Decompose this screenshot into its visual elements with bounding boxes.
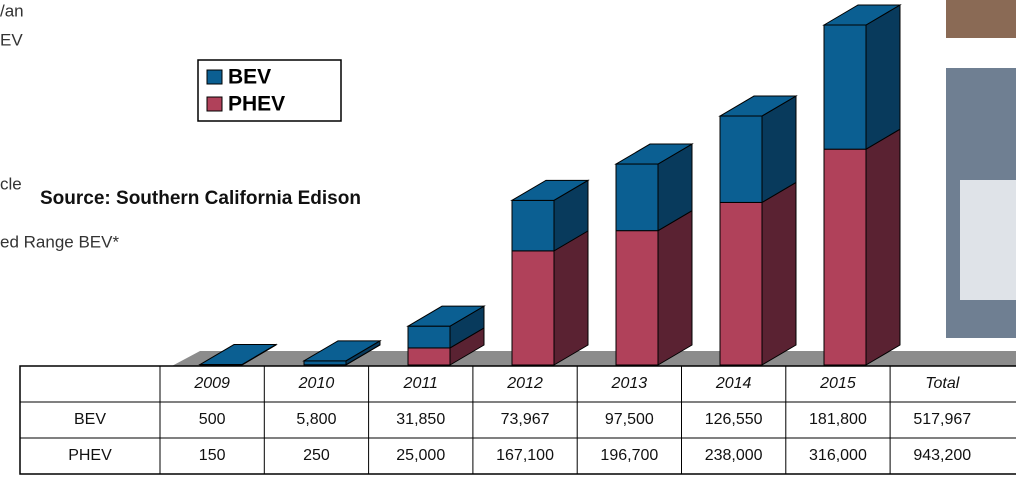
bar-side [553, 229, 589, 366]
bar-top [510, 179, 590, 201]
bar [407, 347, 451, 366]
column-header: 2009 [193, 375, 230, 392]
cell-total: 517,967 [913, 411, 971, 428]
bar-top [822, 4, 902, 26]
cell: 126,550 [705, 411, 763, 428]
side-text: cle [0, 174, 22, 193]
bar [303, 360, 347, 366]
cell: 196,700 [600, 447, 658, 464]
cell: 31,850 [396, 411, 445, 428]
bar-side [865, 128, 901, 366]
bar [511, 199, 555, 252]
bar [511, 250, 555, 366]
column-header: Total [925, 375, 960, 392]
photo-top [946, 0, 1016, 38]
photo-bus [960, 180, 1016, 300]
bar [719, 115, 763, 203]
bar-top [302, 340, 382, 362]
cell: 5,800 [296, 411, 336, 428]
legend-swatch [206, 69, 223, 85]
source: Source: Southern California Edison [40, 188, 361, 209]
legend: BEV PHEV [206, 66, 285, 116]
bar-top [198, 344, 278, 366]
bar [719, 201, 763, 366]
bars [198, 4, 902, 366]
side-text: /an [0, 1, 24, 20]
floor [170, 351, 1016, 367]
cell: 73,967 [501, 411, 550, 428]
bar-side [657, 209, 693, 366]
bar [407, 325, 451, 349]
cell: 238,000 [705, 447, 763, 464]
side-text: ed Range BEV* [0, 232, 119, 251]
column-header: 2011 [403, 375, 438, 392]
cell: 500 [199, 411, 226, 428]
cell: 316,000 [809, 447, 867, 464]
cell-total: 943,200 [913, 447, 971, 464]
legend-swatch [206, 96, 223, 112]
cell: 167,100 [496, 447, 554, 464]
row-header: PHEV [68, 447, 112, 464]
column-header: 2015 [819, 375, 856, 392]
column-header: 2013 [611, 375, 648, 392]
bar-side [865, 4, 901, 151]
bar [615, 163, 659, 232]
cell: 150 [199, 447, 226, 464]
column-header: 2012 [506, 375, 543, 392]
cell: 250 [303, 447, 330, 464]
bar [823, 24, 867, 150]
row-header: BEV [74, 411, 106, 428]
table: 2009 2010 2011 2012 2013 2014 2015 Total BEV 500 5… [19, 365, 1016, 475]
cell: 97,500 [605, 411, 654, 428]
column-header: 2014 [715, 375, 752, 392]
bar [823, 148, 867, 366]
cell: 25,000 [396, 447, 445, 464]
bar-side [761, 181, 797, 366]
bar-top [614, 143, 694, 165]
bar-top [718, 95, 798, 117]
legend-label: PHEV [228, 93, 285, 116]
cell: 181,800 [809, 411, 867, 428]
side-text: EV [0, 30, 23, 49]
legend-label: BEV [228, 66, 271, 89]
bar [615, 230, 659, 366]
table-bg [19, 365, 1016, 475]
bar-top [406, 305, 486, 327]
column-header: 2010 [298, 375, 335, 392]
